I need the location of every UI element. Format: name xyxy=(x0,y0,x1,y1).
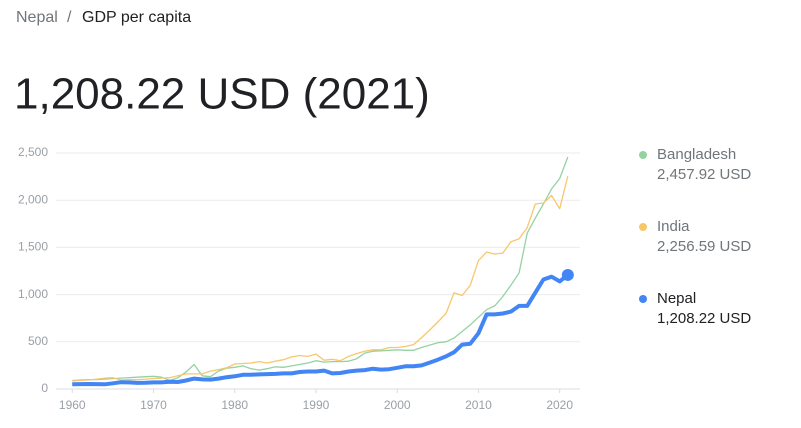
legend-name: Nepal xyxy=(657,290,696,307)
x-tick-label: 1960 xyxy=(59,398,86,412)
x-tick-label: 2000 xyxy=(384,398,411,412)
series-line xyxy=(72,273,570,387)
x-tick-label: 1990 xyxy=(303,398,330,412)
x-tick-label: 2020 xyxy=(546,398,573,412)
legend-dot xyxy=(639,295,647,303)
series-line xyxy=(72,156,569,382)
headline: 1,208.22 USD (2021) xyxy=(14,70,430,119)
x-tick-label: 1970 xyxy=(140,398,167,412)
legend-value: 2,457.92 USD xyxy=(657,166,751,183)
series-line xyxy=(72,175,569,382)
breadcrumb-current: GDP per capita xyxy=(82,9,191,26)
legend-value: 2,256.59 USD xyxy=(657,238,751,255)
legend-name: India xyxy=(657,218,690,235)
legend-value: 1,208.22 USD xyxy=(657,310,751,327)
y-tick-label: 1,000 xyxy=(18,287,48,301)
y-tick-label: 0 xyxy=(41,381,48,395)
y-tick-label: 2,000 xyxy=(18,192,48,206)
y-tick-label: 1,500 xyxy=(18,240,48,254)
x-tick-label: 1980 xyxy=(221,398,248,412)
legend-dot xyxy=(639,151,647,159)
breadcrumb-separator: / xyxy=(67,9,72,26)
legend-dot xyxy=(639,223,647,231)
y-tick-label: 2,500 xyxy=(18,145,48,159)
legend-name: Bangladesh xyxy=(657,146,736,163)
end-point xyxy=(561,268,574,281)
x-tick-label: 2010 xyxy=(465,398,492,412)
y-tick-label: 500 xyxy=(28,334,48,348)
breadcrumb-link[interactable]: Nepal xyxy=(16,9,58,26)
